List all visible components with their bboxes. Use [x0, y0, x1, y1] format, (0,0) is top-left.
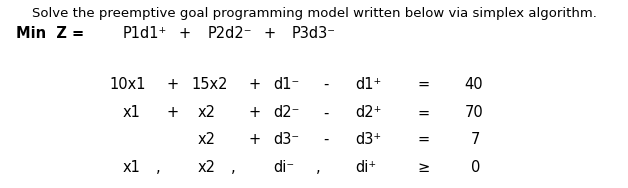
Text: 40: 40	[465, 77, 484, 92]
Text: +: +	[179, 26, 191, 41]
Text: +: +	[166, 77, 178, 92]
Text: Min  Z =: Min Z =	[16, 26, 84, 41]
Text: +: +	[248, 132, 260, 147]
Text: +: +	[264, 26, 276, 41]
Text: d2⁻: d2⁻	[273, 105, 300, 120]
Text: -: -	[323, 132, 329, 147]
Text: =: =	[418, 77, 430, 92]
Text: x2: x2	[198, 105, 216, 120]
Text: P2d2⁻: P2d2⁻	[207, 26, 252, 41]
Text: x1: x1	[122, 160, 140, 175]
Text: P1d1⁺: P1d1⁺	[122, 26, 166, 41]
Text: +: +	[166, 105, 178, 120]
Text: 7: 7	[471, 132, 480, 147]
Text: d1⁺: d1⁺	[355, 77, 381, 92]
Text: -: -	[323, 77, 329, 92]
Text: 10x1: 10x1	[110, 77, 146, 92]
Text: 70: 70	[465, 105, 484, 120]
Text: +: +	[248, 77, 260, 92]
Text: d3⁻: d3⁻	[273, 132, 300, 147]
Text: di⁺: di⁺	[355, 160, 376, 175]
Text: +: +	[248, 105, 260, 120]
Text: 15x2: 15x2	[192, 77, 228, 92]
Text: d3⁺: d3⁺	[355, 132, 381, 147]
Text: 0: 0	[471, 160, 480, 175]
Text: x2: x2	[198, 132, 216, 147]
Text: Solve the preemptive goal programming model written below via simplex algorithm.: Solve the preemptive goal programming mo…	[31, 7, 597, 20]
Text: -: -	[323, 105, 329, 120]
Text: ,: ,	[316, 160, 320, 175]
Text: ≥: ≥	[418, 160, 430, 175]
Text: =: =	[418, 132, 430, 147]
Text: di⁻: di⁻	[273, 160, 295, 175]
Text: x1: x1	[122, 105, 140, 120]
Text: =: =	[418, 105, 430, 120]
Text: ,: ,	[156, 160, 160, 175]
Text: d2⁺: d2⁺	[355, 105, 381, 120]
Text: x2: x2	[198, 160, 216, 175]
Text: d1⁻: d1⁻	[273, 77, 300, 92]
Text: ,: ,	[231, 160, 236, 175]
Text: P3d3⁻: P3d3⁻	[292, 26, 336, 41]
